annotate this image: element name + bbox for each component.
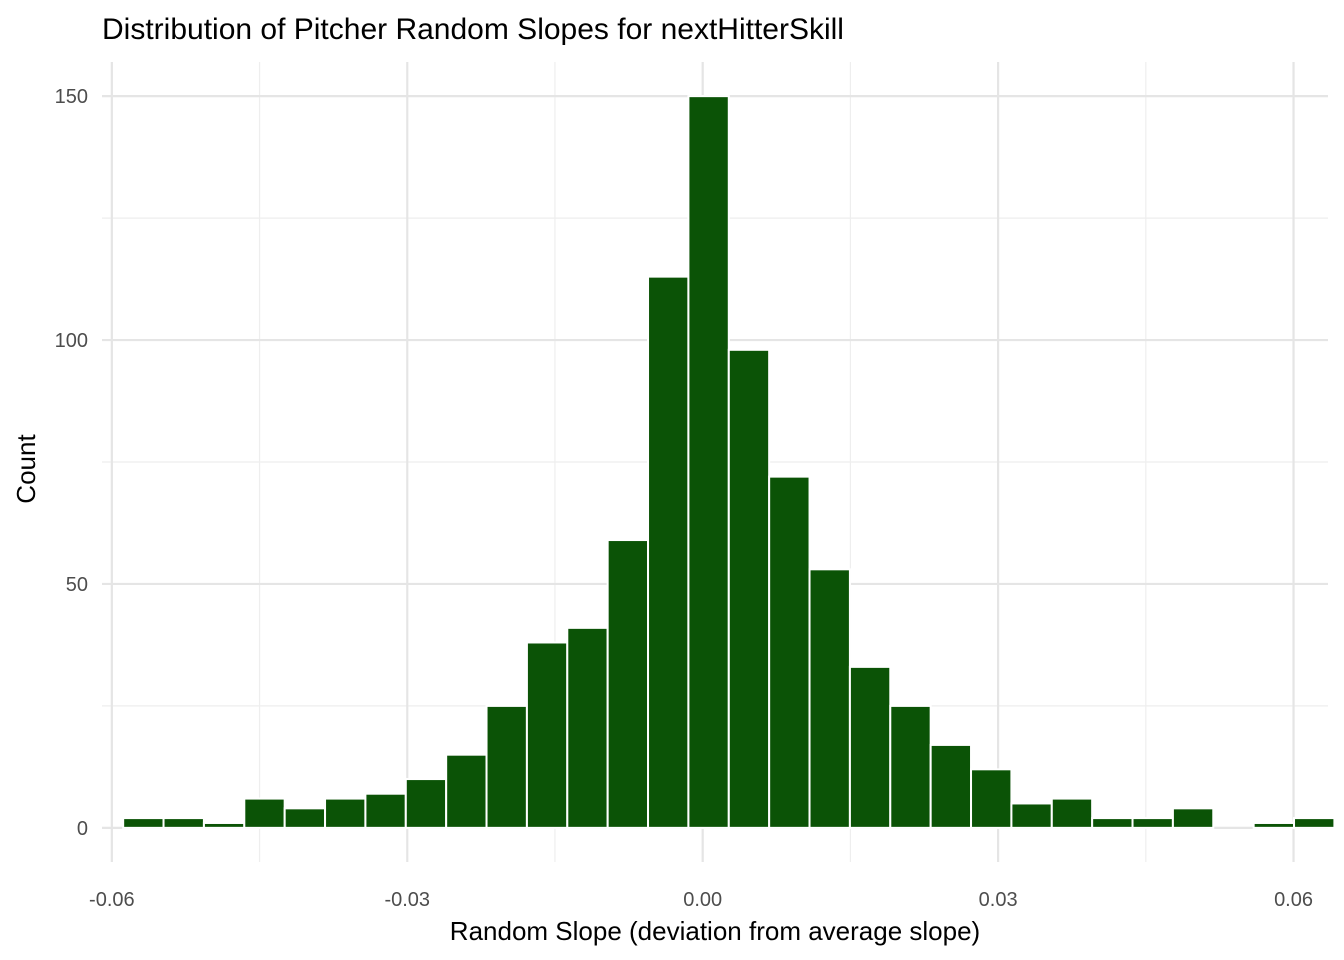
histogram-bar <box>364 792 407 829</box>
histogram-bar <box>162 817 205 829</box>
histogram-bar <box>243 797 286 829</box>
x-tick-label: -0.06 <box>89 889 135 911</box>
histogram-bar <box>324 797 367 829</box>
histogram-bar <box>970 768 1013 829</box>
histogram-bar <box>808 568 851 829</box>
histogram-bar <box>283 807 327 829</box>
histogram-bar <box>202 821 246 829</box>
histogram-bar <box>889 704 932 829</box>
histogram-bar <box>1131 817 1174 829</box>
histogram-bar <box>848 665 892 829</box>
histogram-bar <box>485 704 528 829</box>
chart-title: Distribution of Pitcher Random Slopes fo… <box>102 13 844 46</box>
y-tick-label: 0 <box>77 818 88 840</box>
histogram-bar <box>727 348 771 829</box>
histogram-bar <box>566 626 609 829</box>
y-tick-label: 50 <box>66 574 88 596</box>
y-axis-title: Count <box>11 434 41 504</box>
y-tick-label: 150 <box>55 86 88 108</box>
x-tick-label: -0.03 <box>384 889 430 911</box>
x-tick-label: 0.03 <box>979 889 1018 911</box>
histogram-bar <box>525 641 569 829</box>
histogram-bar <box>768 475 811 829</box>
y-tick-label: 100 <box>55 330 88 352</box>
histogram-bar <box>122 817 165 829</box>
x-axis-title: Random Slope (deviation from average slo… <box>450 916 980 946</box>
histogram-bar <box>1252 821 1296 829</box>
histogram-bar <box>687 95 730 829</box>
histogram-bars <box>122 95 1336 829</box>
histogram-bar <box>647 275 690 829</box>
x-tick-label: 0.00 <box>683 889 722 911</box>
histogram-bar <box>1171 807 1215 829</box>
axis-tick-labels: -0.06 -0.03 0.00 0.03 0.06 0 50 100 150 <box>55 86 1313 911</box>
x-tick-label: 0.06 <box>1274 889 1313 911</box>
histogram-bar <box>606 539 650 829</box>
histogram-bar <box>445 753 488 829</box>
histogram-bar <box>1091 817 1134 829</box>
histogram-bar <box>1050 797 1094 829</box>
histogram-bar <box>1293 817 1336 829</box>
histogram-bar <box>404 778 448 829</box>
histogram-bar <box>1010 802 1053 829</box>
histogram-bar <box>929 743 973 829</box>
